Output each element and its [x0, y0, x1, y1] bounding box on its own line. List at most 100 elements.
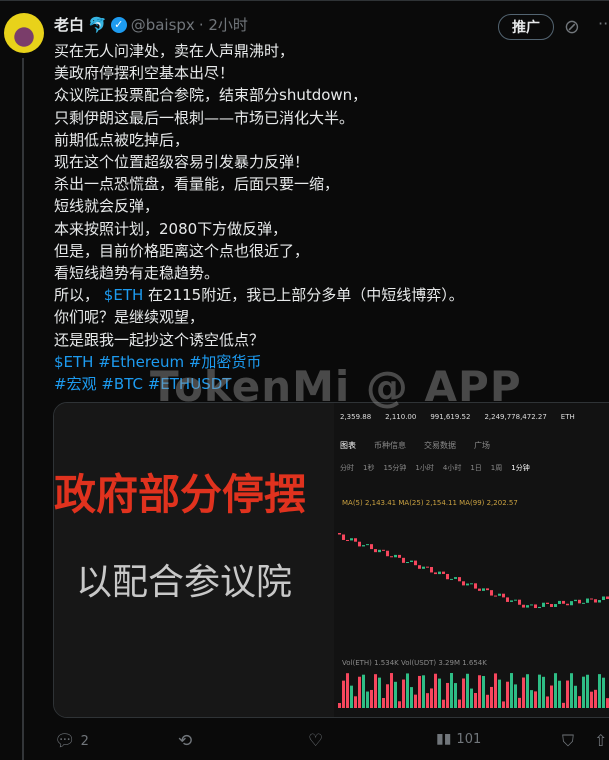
repost-button[interactable]: ⟲: [178, 731, 192, 751]
reply-count: 2: [80, 733, 89, 749]
volume-bar: [518, 697, 521, 708]
interval: 1小时: [415, 464, 434, 472]
candle: [370, 544, 373, 550]
tab: 交易数据: [424, 441, 456, 450]
image-text: 政府部分停摆: [54, 470, 307, 519]
volume-bar: [474, 693, 477, 708]
volume-bar: [398, 701, 401, 708]
more-icon[interactable]: ···: [598, 14, 609, 33]
line: 众议院正投票配合参院，结束部分shutdown，: [54, 86, 368, 105]
candle: [514, 599, 517, 601]
candle: [362, 545, 365, 547]
candle: [466, 583, 469, 586]
line: 现在这个位置超级容易引发暴力反弹！: [54, 153, 310, 172]
line: 但是，目前价格距离这个点也很近了，: [54, 241, 310, 260]
volume-bar: [446, 682, 449, 708]
volume-bar: [350, 685, 353, 708]
candle: [522, 604, 525, 608]
candle: [538, 606, 541, 609]
candle: [414, 560, 417, 566]
volume-bar: [486, 694, 489, 708]
bookmark-button[interactable]: ⛉: [562, 731, 574, 751]
candle: [570, 601, 573, 606]
candle: [390, 556, 393, 558]
volume-bar: [534, 691, 537, 708]
share-button[interactable]: ⇧: [594, 731, 607, 750]
volume-bar: [426, 693, 429, 708]
candle: [486, 588, 489, 591]
divider: [0, 0, 609, 1]
line: 你们呢？是继续观望，: [54, 308, 205, 327]
line: 看短线趋势有走稳趋势。: [54, 264, 220, 283]
bookmark-icon: ⛉: [562, 731, 575, 750]
cashtag-link[interactable]: $ETH: [103, 286, 144, 305]
author-handle[interactable]: @baispx: [130, 15, 195, 34]
avatar[interactable]: [4, 13, 44, 53]
candle: [554, 604, 557, 607]
post-image[interactable]: 政府部分停摆 以配合参议院 2,359.88 2,110.00 991,619.…: [53, 402, 609, 718]
volume-bar: [606, 698, 609, 708]
interval: 分时: [340, 464, 354, 472]
candle: [406, 562, 409, 564]
hashtags[interactable]: $ETH #Ethereum #加密货币: [54, 352, 262, 371]
candle: [546, 602, 549, 605]
volume-bar: [502, 701, 505, 708]
volume-bar: [554, 673, 557, 708]
candle: [338, 533, 341, 535]
interval: 1秒: [363, 464, 375, 472]
watermark: TokenMi @ APP: [150, 362, 522, 411]
author-name[interactable]: 老白: [54, 16, 85, 34]
grok-icon[interactable]: ⊘: [564, 16, 580, 38]
volume-bar: [466, 673, 469, 708]
volume-bar: [438, 678, 441, 708]
views-button[interactable]: ▮▮ 101: [436, 731, 481, 747]
stat: 2,110.00: [385, 413, 417, 421]
repost-icon: ⟲: [178, 731, 193, 751]
candle: [426, 566, 429, 568]
candle: [438, 571, 441, 575]
news-image: 政府部分停摆 以配合参议院: [54, 403, 334, 717]
candle: [446, 573, 449, 580]
candle: [586, 598, 589, 603]
line: 短线就会反弹，: [54, 197, 160, 216]
candle: [518, 599, 521, 605]
interval: 15分钟: [383, 464, 407, 472]
line: 本来按照计划，2080下方做反弹，: [54, 219, 288, 238]
candle: [458, 577, 461, 582]
stat: 2,249,778,472.27: [484, 413, 547, 421]
volume-bar: [354, 696, 357, 708]
candle: [602, 596, 605, 601]
volume-bar: [494, 673, 497, 708]
line: 还是跟我一起抄这个诱空低点？: [54, 330, 265, 349]
interval: 1日: [470, 464, 482, 472]
volume-bar: [598, 674, 601, 708]
volume-bar: [550, 685, 553, 708]
volume-bar: [346, 673, 349, 708]
volume-bar: [562, 702, 565, 708]
dolphin-icon: 🐬: [88, 15, 107, 34]
candle: [606, 596, 609, 599]
reply-button[interactable]: 💬︎ 2: [54, 731, 89, 751]
candle: [494, 595, 497, 597]
candle: [422, 566, 425, 569]
volume-bar: [602, 677, 605, 708]
like-button[interactable]: ♡: [308, 731, 323, 751]
candle: [378, 549, 381, 553]
volume-bar: [526, 674, 529, 708]
volume-bar: [394, 681, 397, 708]
post-header: 老白 🐬 ✓ @baispx · 2小时: [54, 14, 248, 35]
image-text: 以配合参议院: [76, 562, 293, 603]
volume-bar: [578, 696, 581, 708]
post-time[interactable]: · 2小时: [198, 16, 248, 34]
candle: [542, 602, 545, 607]
line: 前期低点被吃掉后，: [54, 130, 190, 149]
candle: [342, 534, 345, 540]
promote-button[interactable]: 推广: [498, 14, 554, 40]
hashtags[interactable]: #宏观 #BTC #ETHUSDT: [54, 375, 232, 394]
volume-bar: [590, 691, 593, 708]
volume-bar: [442, 699, 445, 708]
candle: [354, 538, 357, 542]
views-icon: ▮▮: [436, 731, 452, 747]
volume-bar: [458, 699, 461, 708]
tab: 币种信息: [374, 441, 406, 450]
